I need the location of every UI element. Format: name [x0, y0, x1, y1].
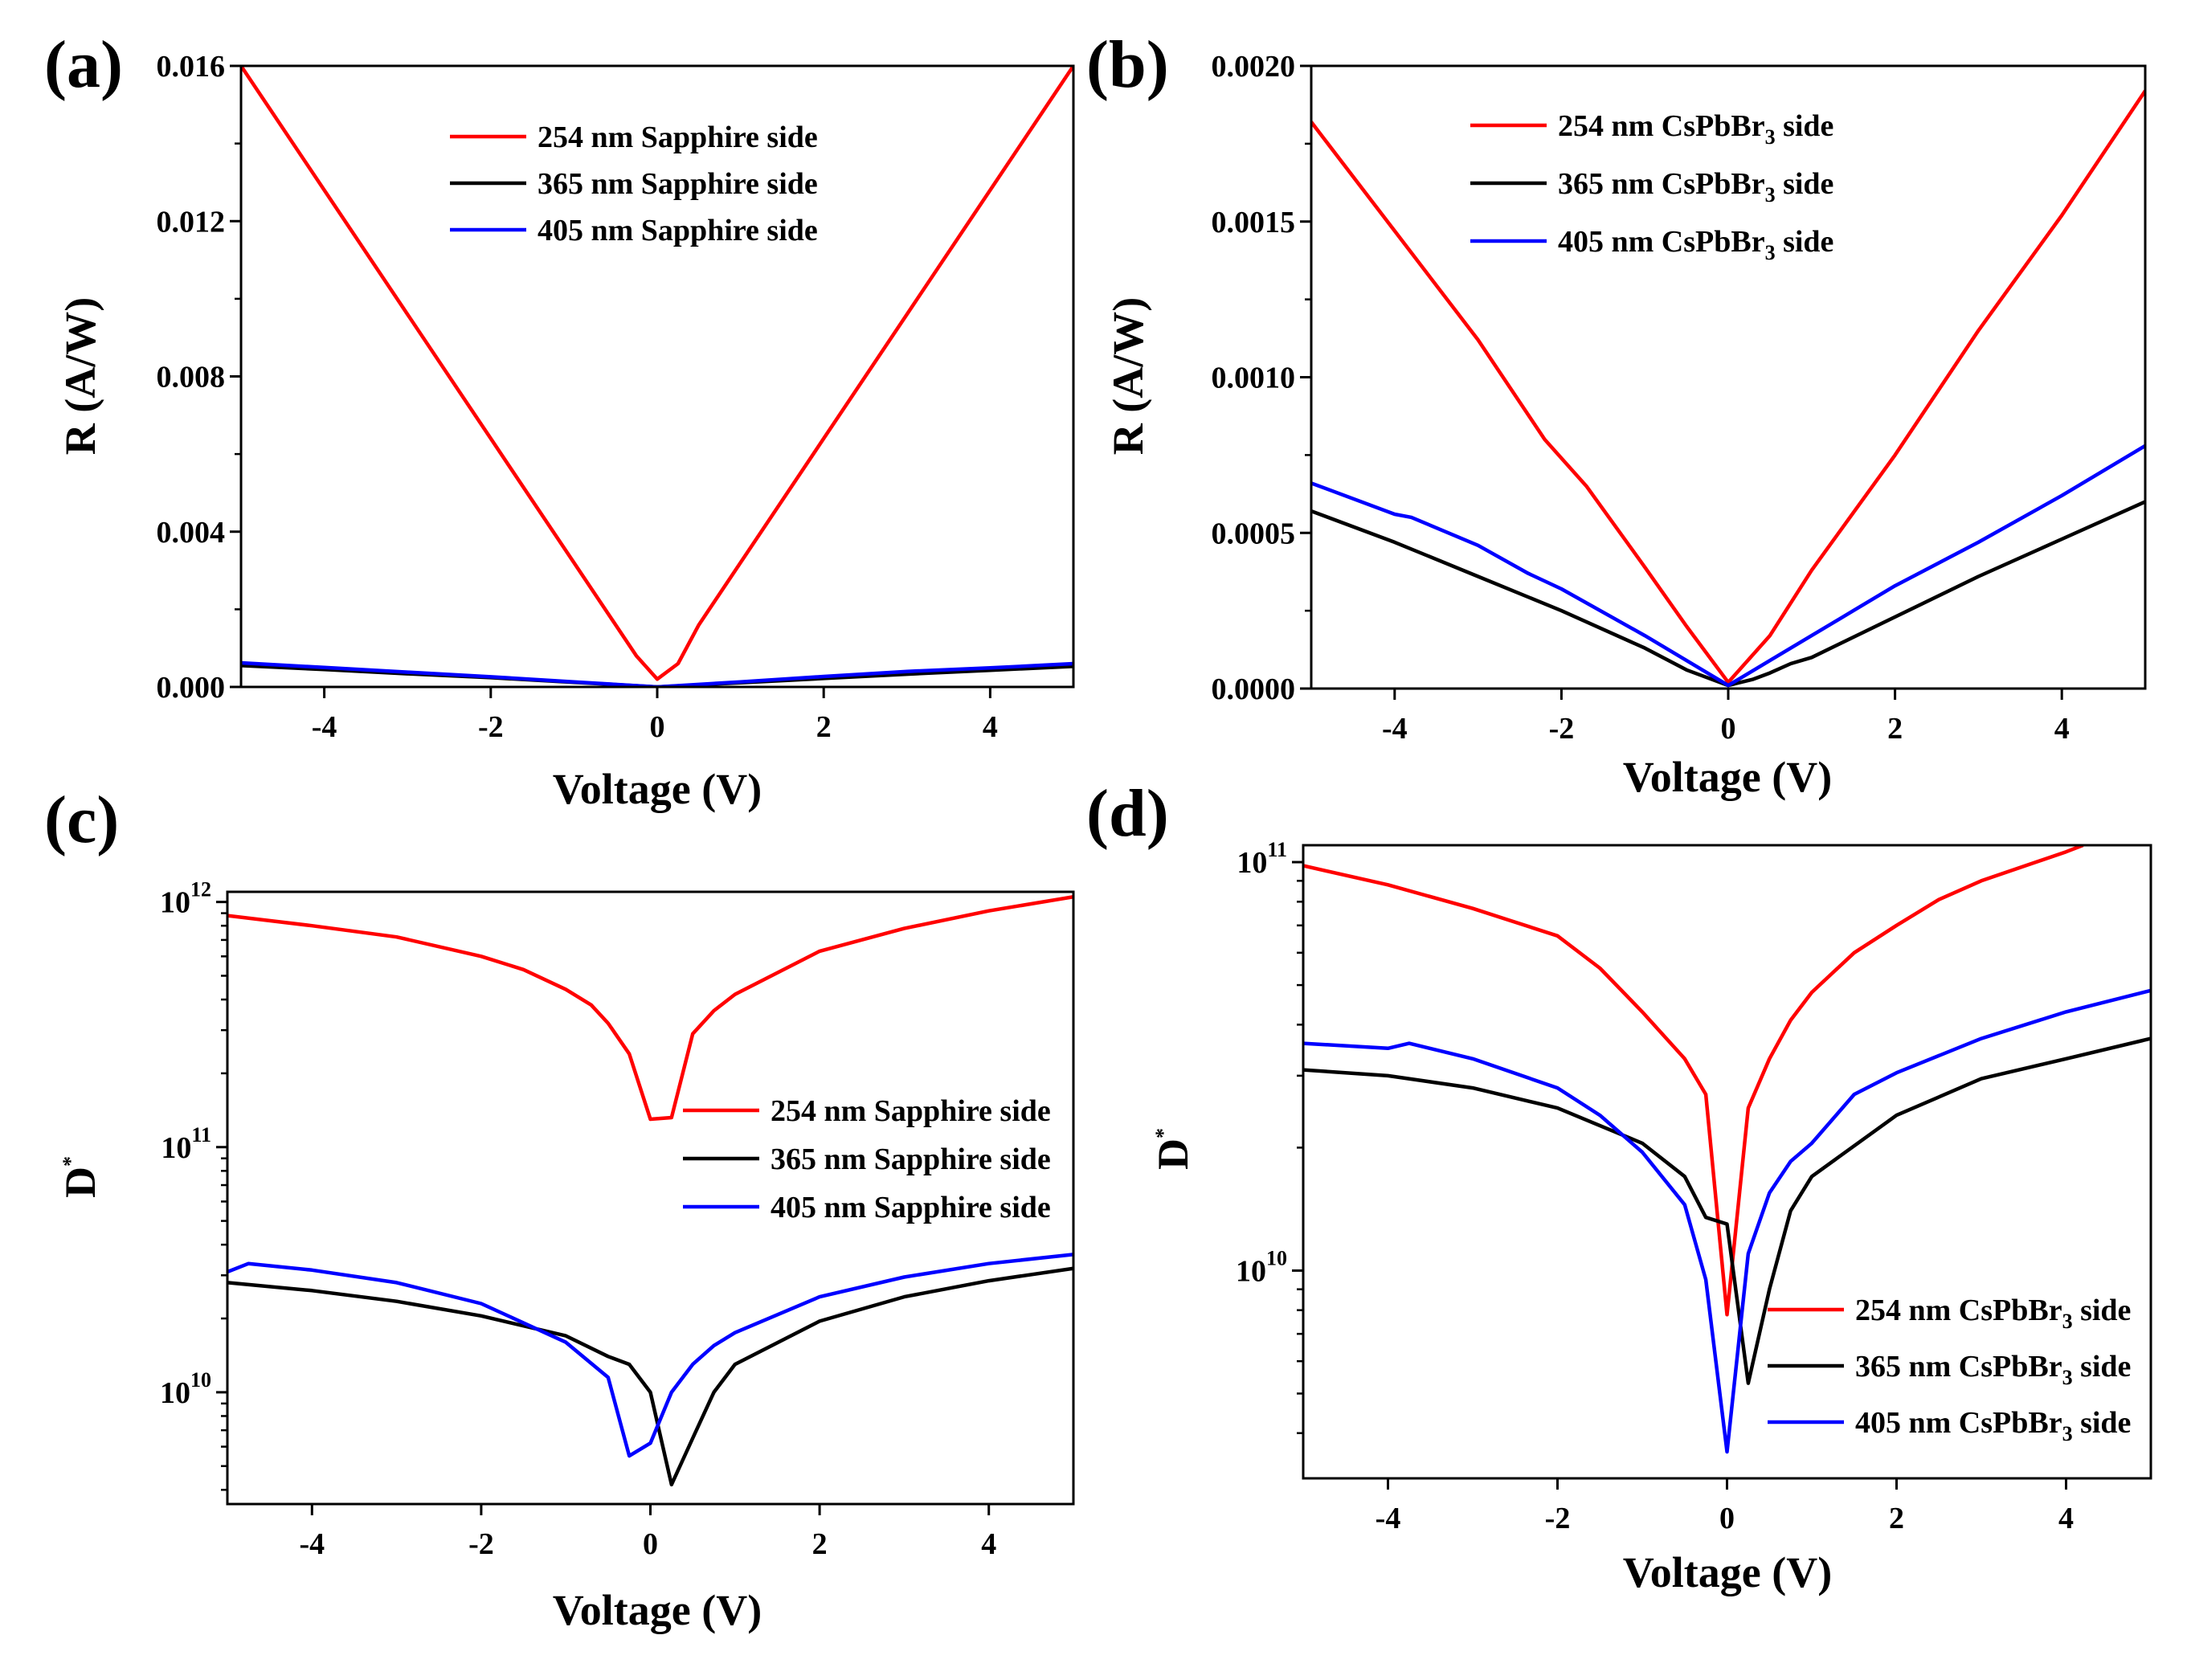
series-line-d-2: [1303, 1036, 2151, 1385]
legend-entry-d-3: 405 nm CsPbBr3 side: [1855, 1406, 2131, 1445]
x-tick-label-a: 4: [983, 710, 998, 744]
x-tick-label-b: 4: [2054, 712, 2070, 746]
y-tick-label-d: 1011: [1237, 838, 1287, 880]
series-line-d-3: [1303, 988, 2151, 1454]
legend-entry-c-1: 254 nm Sapphire side: [771, 1094, 1051, 1128]
x-tick-label-b: -4: [1382, 712, 1408, 746]
y-tick-label-a: 0.016: [157, 50, 226, 84]
y-tick-label-b: 0.0010: [1212, 362, 1296, 395]
x-tick-label-c: 4: [981, 1527, 996, 1561]
plot-frame-a: [239, 64, 1075, 689]
x-tick-label-b: 0: [1721, 712, 1736, 746]
panel-label-a: (a): [44, 27, 123, 102]
series-line-c-1: [227, 894, 1073, 1122]
legend-entry-d-1: 254 nm CsPbBr3 side: [1855, 1294, 2131, 1333]
legend-entry-c-2: 365 nm Sapphire side: [771, 1142, 1051, 1176]
x-tick-label-c: 0: [643, 1527, 658, 1561]
panel-b: (b) -4 -2 0 2 4 0.0000 0.0005 0.0010 0.0015 0.0020…: [1086, 27, 2147, 801]
series-line-a-3: [241, 660, 1073, 687]
x-tick-label-d: 0: [1719, 1502, 1735, 1535]
y-axis-label-b: R (A/W): [1104, 297, 1152, 455]
legend-a: 254 nm Sapphire side 365 nm Sapphire side…: [450, 121, 818, 247]
panel-label-c: (c): [44, 783, 119, 857]
x-tick-label-a: 2: [816, 710, 832, 744]
series-line-b-1: [1311, 89, 2145, 685]
y-tick-label-a: 0.012: [157, 205, 226, 239]
series-line-c-2: [227, 1266, 1073, 1487]
legend-entry-b-3: 405 nm CsPbBr3 side: [1558, 225, 1833, 264]
legend-entry-a-3: 405 nm Sapphire side: [538, 214, 818, 247]
y-tick-label-c: 1012: [160, 878, 211, 920]
legend-entry-d-2: 365 nm CsPbBr3 side: [1855, 1350, 2131, 1389]
y-tick-label-b: 0.0015: [1212, 206, 1296, 239]
x-tick-label-c: -4: [299, 1527, 325, 1561]
y-tick-label-c: 1011: [161, 1123, 211, 1165]
y-tick-label-a: 0.000: [157, 671, 226, 705]
panel-label-b: (b): [1086, 27, 1169, 102]
panel-label-d: (d): [1086, 776, 1169, 851]
x-axis-label-b: Voltage (V): [1623, 753, 1832, 801]
legend-entry-b-1: 254 nm CsPbBr3 side: [1558, 109, 1833, 149]
legend-entry-a-2: 365 nm Sapphire side: [538, 167, 818, 201]
y-tick-label-a: 0.004: [157, 516, 226, 550]
x-tick-label-d: 4: [2058, 1502, 2074, 1535]
y-tick-label-b: 0.0020: [1212, 50, 1296, 84]
y-tick-label-c: 1010: [160, 1368, 211, 1410]
x-axis-label-d: Voltage (V): [1623, 1548, 1832, 1596]
series-line-d-1: [1303, 845, 2084, 1317]
x-tick-label-c: 2: [812, 1527, 828, 1561]
series-line-b-3: [1311, 444, 2145, 688]
series-line-a-1: [241, 66, 1073, 681]
x-tick-label-a: 0: [650, 710, 665, 744]
x-tick-label-d: -4: [1376, 1502, 1401, 1535]
x-tick-label-a: -2: [478, 710, 504, 744]
legend-c: 254 nm Sapphire side 365 nm Sapphire side…: [683, 1094, 1051, 1224]
legend-b: 254 nm CsPbBr3 side 365 nm CsPbBr3 side 40…: [1470, 109, 1833, 264]
x-axis-label-a: Voltage (V): [553, 765, 762, 813]
y-axis-label-a: R (A/W): [56, 297, 104, 455]
panel-d: (d) -4 -2 0 2 4 1010 1011 Voltage (V) D* 254 nm Cs…: [1086, 776, 2152, 1596]
y-tick-label-b: 0.0005: [1212, 517, 1296, 550]
legend-d: 254 nm CsPbBr3 side 365 nm CsPbBr3 side 40…: [1768, 1294, 2131, 1445]
x-tick-label-b: 2: [1887, 712, 1903, 746]
y-tick-label-d: 1010: [1236, 1246, 1287, 1288]
plot-frame-b: [1310, 64, 2147, 690]
y-axis-label-d: D*: [1149, 1128, 1197, 1170]
series-line-b-2: [1311, 500, 2145, 688]
x-tick-label-c: -2: [468, 1527, 494, 1561]
x-axis-label-c: Voltage (V): [553, 1586, 762, 1634]
panel-c: (c) -4 -2 0 2 4 1010 1011 1012 Voltage (V) D* 254 n…: [44, 783, 1075, 1634]
legend-entry-a-1: 254 nm Sapphire side: [538, 121, 818, 154]
y-axis-label-c: D*: [56, 1156, 104, 1198]
x-tick-label-a: -4: [312, 710, 337, 744]
series-line-c-3: [227, 1253, 1073, 1458]
y-tick-label-a: 0.008: [157, 361, 226, 394]
legend-entry-b-2: 365 nm CsPbBr3 side: [1558, 167, 1833, 206]
y-tick-label-b: 0.0000: [1212, 672, 1296, 706]
legend-entry-c-3: 405 nm Sapphire side: [771, 1191, 1051, 1224]
x-tick-label-d: -2: [1545, 1502, 1571, 1535]
x-tick-label-b: -2: [1549, 712, 1575, 746]
panel-a: (a) -4 -2 0 2 4 0.000 0.004 0.008 0.012 0.016 Volta…: [44, 27, 1075, 813]
x-tick-label-d: 2: [1889, 1502, 1904, 1535]
